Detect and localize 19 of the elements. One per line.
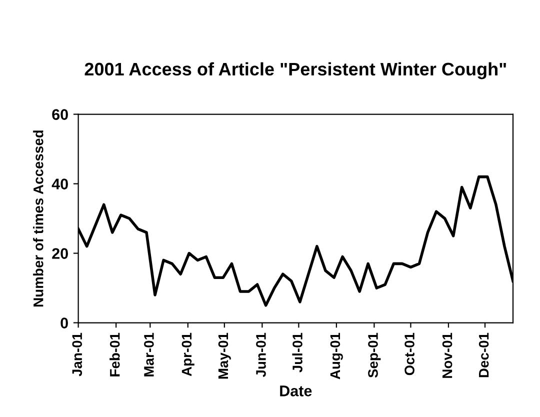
x-tick-label: Jun-01 [256, 332, 266, 378]
x-tick-label: Jul-01 [292, 332, 302, 372]
x-tick-label: Aug-01 [330, 332, 343, 380]
x-tick-label: Oct-01 [404, 332, 414, 376]
x-axis-title: Date [280, 386, 312, 396]
x-tick-label: Apr-01 [182, 332, 194, 376]
x-tick-label: Mar-01 [144, 332, 154, 376]
x-tick-label: Nov-01 [442, 332, 452, 378]
x-tick-label: Jan-01 [72, 332, 82, 376]
x-tick-label: Dec-01 [478, 332, 489, 378]
y-tick-label: 20 [52, 248, 68, 259]
y-axis-title: Number of times Accessed [33, 130, 44, 306]
x-tick-label: Feb-01 [110, 332, 120, 376]
y-tick-label: 0 [60, 318, 68, 328]
y-tick-label: 40 [52, 178, 68, 190]
x-tick-label: Sep-01 [368, 332, 381, 378]
x-tick-label: May-01 [218, 332, 231, 379]
chart-title: 2001 Access of Article "Persistent Winter Cough" [84, 62, 506, 80]
y-tick-label: 60 [52, 109, 68, 120]
